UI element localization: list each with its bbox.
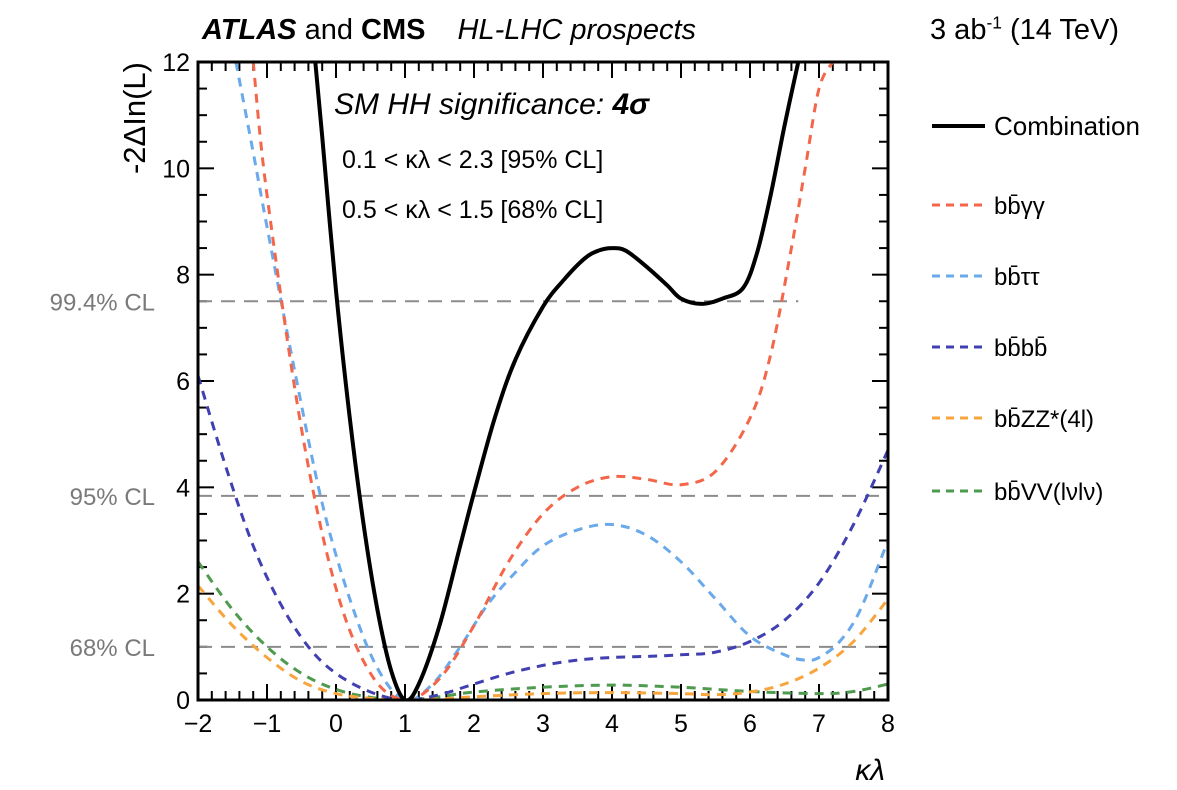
legend-label: Combination <box>994 111 1140 141</box>
x-tick-label: 8 <box>881 710 895 738</box>
ci68-annotation: 0.5 < κλ < 1.5 [68% CL] <box>342 196 603 224</box>
x-tick-label: 2 <box>467 710 481 738</box>
series-line <box>198 584 888 700</box>
lumi-exponent: -1 <box>986 12 1002 33</box>
x-tick-label: 5 <box>674 710 688 738</box>
legend-label: bb̄ZZ*(4l) <box>994 406 1094 433</box>
x-tick-label: 3 <box>536 710 550 738</box>
y-tick-label: 4 <box>176 474 190 502</box>
series-line <box>313 62 801 700</box>
plot-frame <box>196 60 890 702</box>
chart-header-left: ATLAS and CMS HL-LHC prospects <box>202 14 696 47</box>
x-tick-label: 0 <box>329 710 343 738</box>
luminosity-label: 3 ab-1 (14 TeV) <box>930 14 1119 47</box>
series-line <box>251 62 835 700</box>
y-tick-label: 2 <box>176 581 190 609</box>
x-tick-label: 1 <box>398 710 412 738</box>
x-tick-label: −2 <box>184 710 213 738</box>
y-tick-label: 12 <box>162 49 190 77</box>
series-line <box>234 62 888 700</box>
experiment-atlas: ATLAS <box>202 14 297 46</box>
significance-annotation: SM HH significance: 4σ <box>334 88 650 121</box>
cl-label: 95% CL <box>70 484 155 511</box>
y-tick-label: 6 <box>176 368 190 396</box>
x-tick-label: 4 <box>605 710 619 738</box>
x-axis-title: κλ <box>855 754 885 787</box>
lumi-value: 3 ab <box>930 14 987 46</box>
x-tick-label: −1 <box>253 710 282 738</box>
legend-label: bb̄bb̄ <box>994 335 1047 362</box>
x-tick-label: 7 <box>812 710 826 738</box>
experiment-cms: CMS <box>361 14 426 46</box>
y-axis-title: -2ΔIn(L) <box>117 62 152 174</box>
cl-label: 68% CL <box>70 635 155 662</box>
y-tick-label: 8 <box>176 262 190 290</box>
series-line <box>198 375 888 700</box>
chart-subtitle: HL-LHC prospects <box>457 14 697 46</box>
series-line <box>198 560 888 700</box>
y-tick-label: 0 <box>176 687 190 715</box>
legend: Combination bb̄γγ bb̄ττ bb̄bb̄ bb̄ZZ*(4l) bb̄… <box>932 111 1140 506</box>
legend-label: bb̄VV(lνlν) <box>994 479 1103 506</box>
x-tick-label: 6 <box>743 710 757 738</box>
header-and: and <box>296 14 362 46</box>
legend-label: bb̄γγ <box>994 193 1045 220</box>
y-tick-label: 10 <box>162 155 190 183</box>
lumi-energy: (14 TeV) <box>1001 14 1120 46</box>
legend-label: bb̄ττ <box>994 264 1040 291</box>
ci95-annotation: 0.1 < κλ < 2.3 [95% CL] <box>342 146 603 174</box>
significance-prefix: SM HH significance: <box>334 88 612 121</box>
cl-label: 99.4% CL <box>50 289 155 316</box>
significance-value: 4σ <box>611 88 650 121</box>
